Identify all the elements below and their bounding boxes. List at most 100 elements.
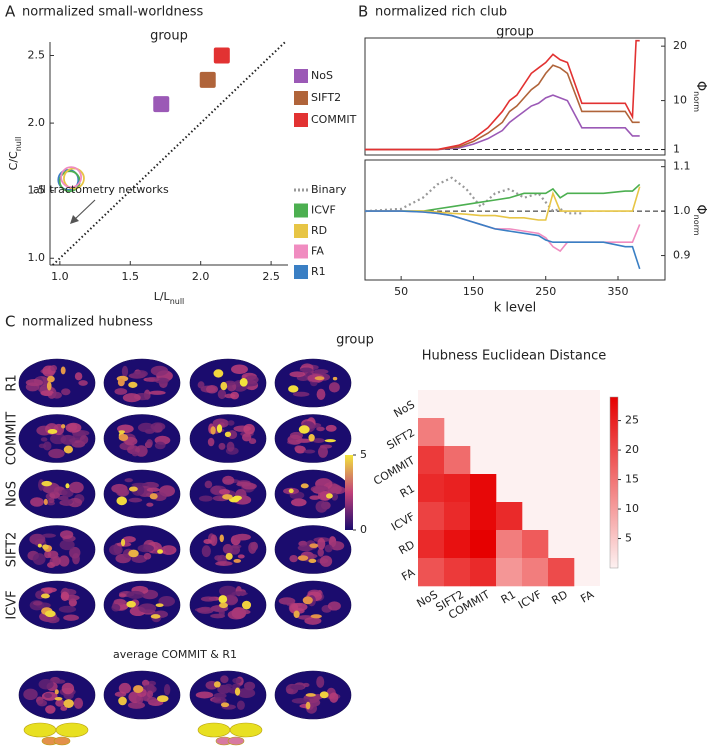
row-label: ICVF — [5, 590, 20, 619]
brain-patch — [316, 426, 325, 432]
brain-patch — [44, 550, 52, 559]
brain-hub — [239, 377, 248, 387]
heatmap-cell — [418, 558, 445, 587]
brain-patch — [55, 699, 65, 707]
brain-hub — [216, 424, 223, 433]
brain-hub — [43, 498, 48, 506]
brain-hub — [297, 555, 309, 561]
brain-hub — [219, 602, 228, 609]
plot-frame — [364, 159, 666, 281]
brain-surface — [18, 414, 96, 463]
brain-hub — [41, 480, 53, 487]
heatmap-title: Hubness Euclidean Distance — [422, 349, 606, 364]
brain-patch — [133, 370, 148, 378]
brain-patch — [315, 500, 328, 513]
heatmap-cell — [548, 558, 575, 587]
hubness-subtitle: group — [336, 333, 374, 348]
brain-patch — [232, 677, 242, 684]
brain-patch — [303, 449, 316, 454]
brain-hub — [42, 544, 49, 550]
brain-patch — [163, 683, 171, 696]
heatmap-cell — [470, 558, 497, 587]
axis-label-main: L/L — [154, 290, 171, 303]
brain-hub — [116, 496, 128, 506]
brain-surface — [18, 525, 96, 574]
brain-patch — [121, 365, 129, 377]
legend-label: SIFT2 — [311, 91, 341, 104]
axis-label: C/Cnull — [7, 137, 23, 171]
brain-hub — [54, 689, 59, 695]
panel-letter: C — [5, 313, 15, 331]
brain-hub — [332, 376, 338, 381]
brain-patch — [201, 545, 211, 558]
brain-patch — [230, 391, 240, 400]
brain-patch — [248, 438, 257, 445]
brain-hub — [308, 558, 317, 563]
brain-patch — [41, 533, 56, 538]
brain-patch — [236, 700, 245, 711]
brain-hub — [309, 543, 319, 549]
brain-hub — [234, 687, 241, 696]
brain-patch — [37, 699, 48, 707]
x-tick-label: 1.5 — [122, 270, 140, 283]
brain-patch — [61, 388, 71, 396]
brain-patch — [215, 561, 233, 566]
brain-patch — [287, 434, 303, 445]
brain-patch — [60, 434, 76, 445]
brain-patch — [218, 442, 226, 450]
brain-patch — [278, 597, 296, 605]
brain-hub — [288, 385, 299, 393]
brain-patch — [137, 422, 155, 433]
brain-patch — [128, 497, 143, 503]
brain-patch — [149, 390, 166, 395]
colorbar-label: 10 — [625, 502, 639, 515]
brain-surface — [274, 414, 352, 463]
brain-patch — [145, 376, 160, 383]
brain-hub — [126, 600, 136, 608]
brain-patch — [116, 487, 130, 497]
brain-surface — [274, 580, 352, 630]
axis-label-main: Φ — [694, 81, 709, 91]
x-tick-label: 1.0 — [51, 270, 69, 283]
col-label: RD — [550, 588, 570, 607]
brain-patch — [231, 364, 248, 374]
brain-patch — [131, 451, 139, 457]
brain-surface — [189, 580, 267, 630]
brain-patch — [316, 388, 326, 400]
axis-label: L/Lnull — [154, 290, 185, 306]
brain-patch — [213, 692, 227, 699]
heatmap-cell — [470, 502, 497, 531]
brain-patch — [73, 697, 84, 709]
brain-hub — [225, 552, 233, 560]
brain-patch — [146, 696, 158, 704]
brain-surface — [274, 670, 352, 720]
brain-patch — [197, 381, 205, 389]
plot-frame — [364, 37, 666, 156]
brain-hub — [155, 603, 164, 607]
brain-patch — [58, 555, 70, 567]
brain-patch — [329, 692, 339, 703]
row-label: R1 — [5, 374, 20, 391]
brain-patch — [124, 478, 133, 483]
brain-hub — [120, 538, 126, 547]
brain-hub — [63, 445, 74, 454]
brain-patch — [200, 596, 217, 602]
brain-patch — [290, 684, 305, 690]
brain-patch — [69, 481, 84, 494]
brain-patch — [220, 675, 229, 684]
brain-surface — [274, 358, 352, 408]
brain-surface — [103, 580, 181, 630]
heatmap-cell — [418, 446, 445, 475]
brain-hub — [47, 429, 58, 434]
brain-patch — [310, 485, 329, 493]
brain-hub — [302, 596, 313, 605]
heatmap-cell — [496, 530, 523, 559]
tractometry-point — [60, 166, 83, 189]
brain-patch — [150, 365, 169, 376]
brain-hub — [288, 488, 294, 494]
brain-patch — [43, 587, 53, 595]
heatmap-cell — [470, 474, 497, 503]
brain-patch — [44, 692, 52, 699]
brain-patch — [218, 607, 225, 619]
